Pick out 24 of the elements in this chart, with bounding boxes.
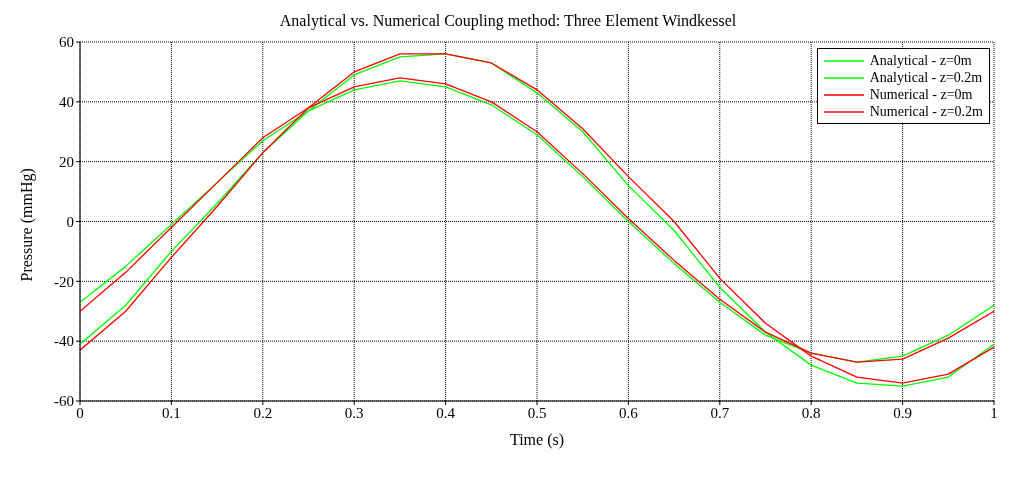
x-tick-label: 0.7 <box>710 404 730 421</box>
legend-label: Analytical - z=0.2m <box>869 69 983 86</box>
legend-label: Numerical - z=0.2m <box>869 103 983 120</box>
x-tick-label: 0.4 <box>436 404 456 421</box>
x-tick-label: 0.8 <box>801 404 821 421</box>
chart-title: Analytical vs. Numerical Coupling method: Three Element Windkessel <box>278 12 738 30</box>
x-tick-label: 0.3 <box>344 404 364 421</box>
x-tick-label: 1 <box>990 404 998 421</box>
x-axis-title: Time (s) <box>509 431 565 449</box>
legend-label: Numerical - z=0m <box>869 86 973 103</box>
y-tick-label: 60 <box>59 34 74 51</box>
y-tick-label: 20 <box>59 153 74 170</box>
x-tick-label: 0.6 <box>619 404 639 421</box>
y-tick-label: -40 <box>54 333 74 350</box>
legend-label: Analytical - z=0m <box>869 52 972 69</box>
x-tick-label: 0.9 <box>893 404 912 421</box>
y-tick-label: 40 <box>59 94 74 111</box>
y-tick-label: 0 <box>66 213 74 230</box>
y-axis-title: Pressure (mmHg) <box>17 168 36 282</box>
x-tick-label: 0.1 <box>162 404 181 421</box>
y-tick-label: -60 <box>54 393 74 410</box>
x-tick-label: 0.2 <box>253 404 273 421</box>
x-tick-label: 0.5 <box>527 404 547 421</box>
y-tick-label: -20 <box>54 273 74 290</box>
